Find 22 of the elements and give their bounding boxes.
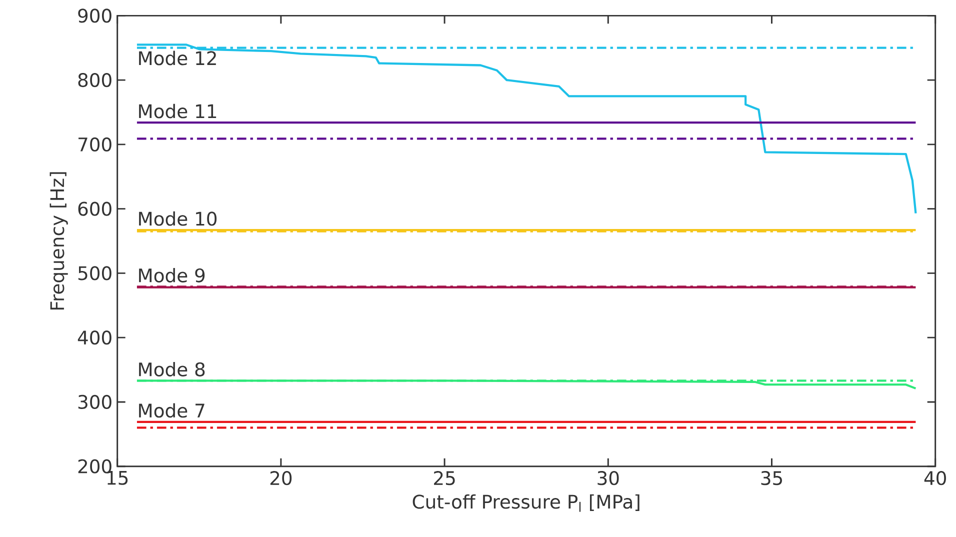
x-tick-label: 15	[108, 471, 128, 485]
y-tick-label: 500	[78, 266, 112, 280]
y-tick-label: 800	[78, 72, 112, 88]
y-axis-title: Frequency [Hz]	[50, 172, 68, 310]
x-tick-label: 35	[761, 471, 782, 486]
x-tick-label: 40	[924, 471, 946, 486]
x-tick-label: 25	[434, 471, 455, 486]
y-tick-label: 300	[78, 394, 112, 410]
x-tick-label: 30	[598, 471, 619, 486]
y-tick-label: 700	[78, 137, 112, 152]
y-tick-label: 900	[78, 8, 112, 23]
series-label: Mode 11	[139, 104, 216, 118]
series-label: Mode 7	[139, 403, 204, 418]
x-tick-label: 20	[270, 471, 292, 486]
x-axis-title: Cut-off Pressure P$_{l}$ [MPa]	[412, 494, 640, 512]
series-label: Mode 9	[139, 268, 205, 282]
series-label: Mode 12	[139, 50, 216, 66]
series-label: Mode 8	[139, 362, 205, 376]
y-tick-label: 400	[78, 330, 112, 345]
y-tick-label: 600	[78, 202, 112, 216]
series-label: Mode 10	[139, 211, 217, 226]
y-tick-label: 200	[78, 459, 112, 474]
